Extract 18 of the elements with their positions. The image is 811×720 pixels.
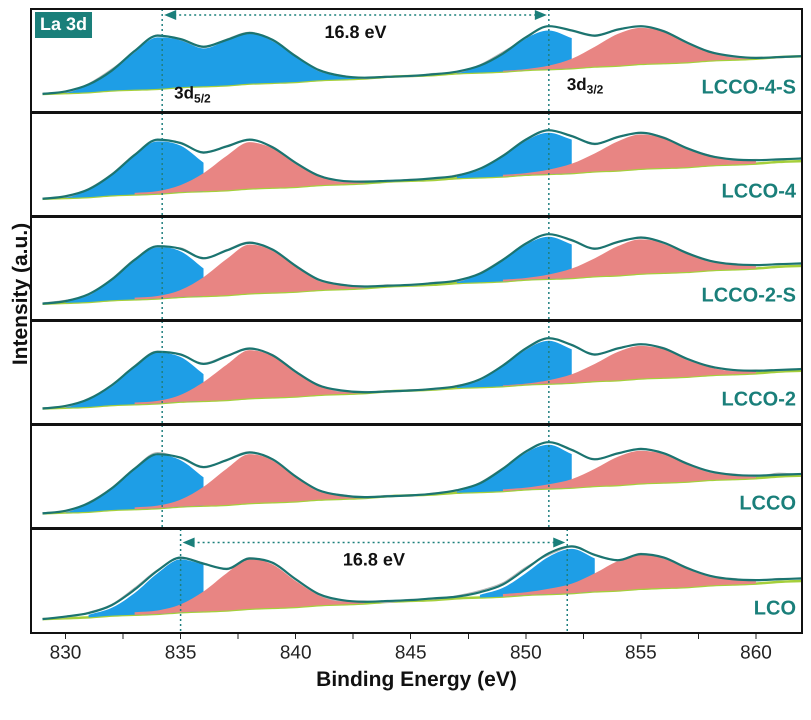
x-tick-label: 835 xyxy=(164,642,196,664)
x-tick-label: 855 xyxy=(625,642,657,664)
text: LCCO-4 xyxy=(722,180,797,203)
x-tick-label: 845 xyxy=(394,642,427,664)
annotation: 16.8 eV xyxy=(324,22,387,42)
text: LCCO-2-S xyxy=(702,284,796,307)
x-tick-label: 840 xyxy=(280,642,312,664)
annotation: 16.8 eV xyxy=(342,549,405,570)
annotation: La 3d xyxy=(40,14,88,34)
text: LCO xyxy=(754,598,796,620)
text: LCCO-4-S xyxy=(702,76,796,99)
x-tick-label: 830 xyxy=(50,642,82,664)
x-tick-label: 860 xyxy=(740,642,772,664)
x-tick-label: 850 xyxy=(510,642,542,664)
y-axis-title: Intensity (a.u.) xyxy=(9,222,33,366)
text: LCCO xyxy=(739,492,796,515)
text: LCCO-2 xyxy=(722,388,796,411)
x-axis-title: Binding Energy (eV) xyxy=(316,668,517,692)
